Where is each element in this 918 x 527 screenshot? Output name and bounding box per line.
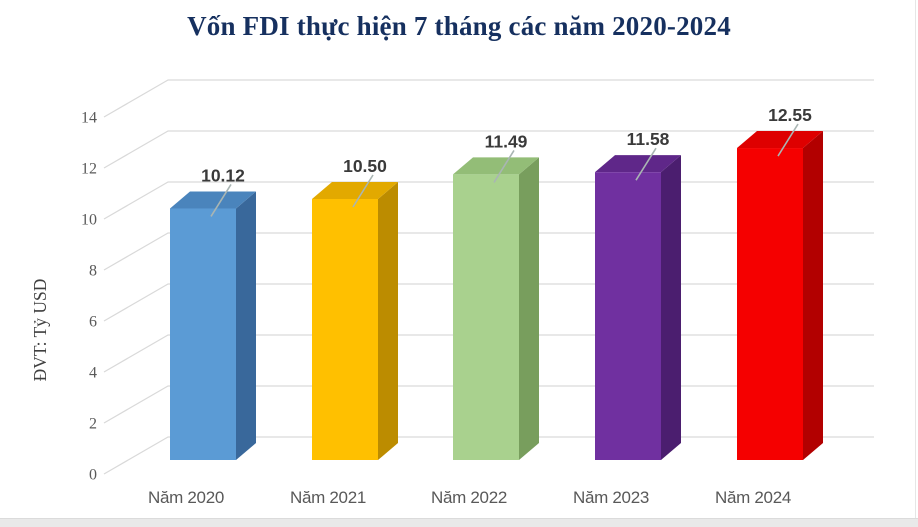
bar-side-face xyxy=(236,191,256,460)
bar-side-face xyxy=(378,182,398,460)
page-bottom-edge xyxy=(0,518,918,527)
bar-front-face xyxy=(170,208,236,460)
bar-top-face xyxy=(170,191,256,209)
data-label: 12.55 xyxy=(768,105,812,125)
bar-front-face xyxy=(312,199,378,460)
y-tick-label: 2 xyxy=(89,416,97,433)
category-label: Năm 2023 xyxy=(573,488,649,507)
data-label: 11.49 xyxy=(485,131,528,151)
bar-top-face xyxy=(453,157,539,175)
data-label-leader-line xyxy=(635,147,657,181)
y-tick-label: 10 xyxy=(81,212,97,229)
bar-top-face xyxy=(595,155,681,173)
bar-Năm 2021: 10.50 Năm 2021 xyxy=(290,156,398,507)
bar-Năm 2022: 11.49 Năm 2022 xyxy=(431,131,539,507)
category-label: Năm 2020 xyxy=(148,488,224,507)
y-tick-label: 14 xyxy=(81,110,97,127)
data-label-leader-line xyxy=(352,174,374,208)
y-tick-label: 4 xyxy=(89,365,97,382)
data-label-leader-line xyxy=(777,123,799,157)
bar-top-face xyxy=(737,131,823,149)
data-label-leader-line xyxy=(493,149,515,183)
bar-Năm 2024: 12.55 Năm 2024 xyxy=(715,105,823,507)
bar-Năm 2023: 11.58 Năm 2023 xyxy=(573,129,681,507)
y-tick-label: 12 xyxy=(81,161,97,178)
bar-side-face xyxy=(519,157,539,461)
y-tick-label: 0 xyxy=(89,467,97,484)
bar-side-face xyxy=(661,155,681,460)
y-axis-title: ĐVT: Tỷ USD xyxy=(30,279,50,382)
category-label: Năm 2024 xyxy=(715,488,791,507)
bar-Năm 2020: 10.12 Năm 2020 xyxy=(148,165,256,507)
bar-side-face xyxy=(803,131,823,461)
chart-title: Vốn FDI thực hiện 7 tháng các năm 2020-2… xyxy=(187,11,731,41)
bar-front-face xyxy=(453,174,519,461)
y-tick-label: 6 xyxy=(89,314,97,331)
y-tick-label: 8 xyxy=(89,263,97,280)
page-right-edge xyxy=(915,0,916,519)
bar-front-face xyxy=(737,148,803,461)
category-label: Năm 2021 xyxy=(290,488,366,507)
gridline xyxy=(103,130,874,169)
bar-front-face xyxy=(595,172,661,460)
data-label-leader-line xyxy=(210,184,232,217)
data-label: 10.50 xyxy=(343,156,387,176)
bar-top-face xyxy=(312,182,398,199)
data-label: 10.12 xyxy=(201,165,245,185)
gridline xyxy=(103,79,874,118)
category-label: Năm 2022 xyxy=(431,488,507,507)
data-label: 11.58 xyxy=(627,129,670,149)
